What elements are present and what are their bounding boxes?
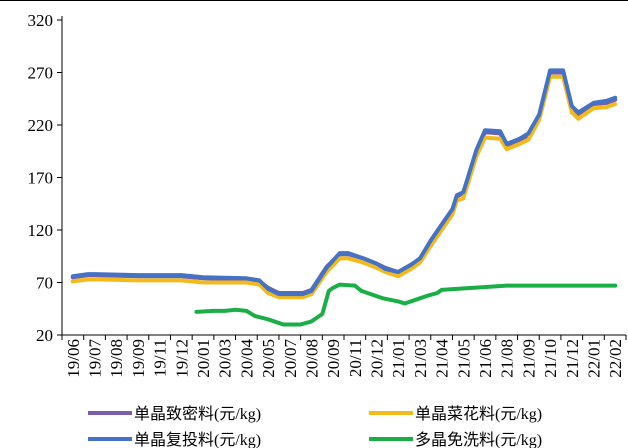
y-tick-label: 120	[28, 221, 54, 240]
x-tick-label: 21/10	[541, 339, 560, 378]
x-tick-label: 20/03	[216, 339, 235, 378]
legend: 单晶致密料(元/kg) 单晶菜花料(元/kg) 单晶复投料(元/kg) 多晶免洗料(元…	[88, 405, 542, 448]
x-tick-label: 20/04	[237, 339, 256, 378]
x-tick-label: 19/06	[64, 339, 83, 378]
x-tick-label: 22/01	[584, 339, 603, 378]
x-tick-label: 20/01	[194, 339, 213, 378]
x-tick-label: 21/12	[563, 339, 582, 378]
x-tick-label: 22/02	[606, 339, 625, 378]
series-line-3	[194, 282, 618, 327]
y-tick-label: 220	[28, 116, 54, 135]
series-layer	[70, 68, 618, 327]
x-tick-label: 20/09	[324, 339, 343, 378]
legend-label-3: 多晶免洗料(元/kg)	[415, 431, 542, 448]
x-tick-label: 21/05	[454, 339, 473, 378]
y-tick-label: 170	[28, 169, 54, 188]
legend-label-1: 单晶菜花料(元/kg)	[415, 405, 542, 423]
y-tick-label: 70	[36, 274, 53, 293]
legend-label-2: 单晶复投料(元/kg)	[134, 431, 261, 448]
x-tick-label: 19/07	[86, 339, 105, 378]
y-axis: 20 70 120 170 220 270 320	[28, 11, 63, 345]
x-tick-label: 21/01	[389, 339, 408, 378]
x-tick-label: 21/09	[519, 339, 538, 378]
y-tick-label: 20	[36, 326, 53, 345]
x-tick-label: 19/12	[172, 339, 191, 378]
x-tick-label: 19/11	[151, 339, 170, 377]
y-tick-label: 320	[28, 11, 54, 30]
x-tick-label: 20/07	[281, 339, 300, 378]
x-tick-label: 19/09	[129, 339, 148, 378]
x-tick-label: 20/11	[346, 339, 365, 377]
x-tick-label: 21/03	[411, 339, 430, 378]
x-tick-label: 20/05	[259, 339, 278, 378]
x-axis: 19/06 19/07 19/08 19/09 19/11 19/12 20/01 20/03…	[61, 334, 627, 378]
series-line-2	[70, 68, 618, 297]
x-tick-label: 19/08	[107, 339, 126, 378]
y-tick-label: 270	[28, 64, 54, 83]
legend-label-0: 单晶致密料(元/kg)	[134, 405, 261, 423]
x-tick-label: 20/12	[368, 339, 387, 378]
x-tick-label: 21/04	[433, 339, 452, 378]
series-line-1	[70, 74, 618, 300]
x-tick-label: 21/08	[498, 339, 517, 378]
x-tick-label: 20/08	[302, 339, 321, 378]
x-tick-label: 21/06	[476, 339, 495, 378]
